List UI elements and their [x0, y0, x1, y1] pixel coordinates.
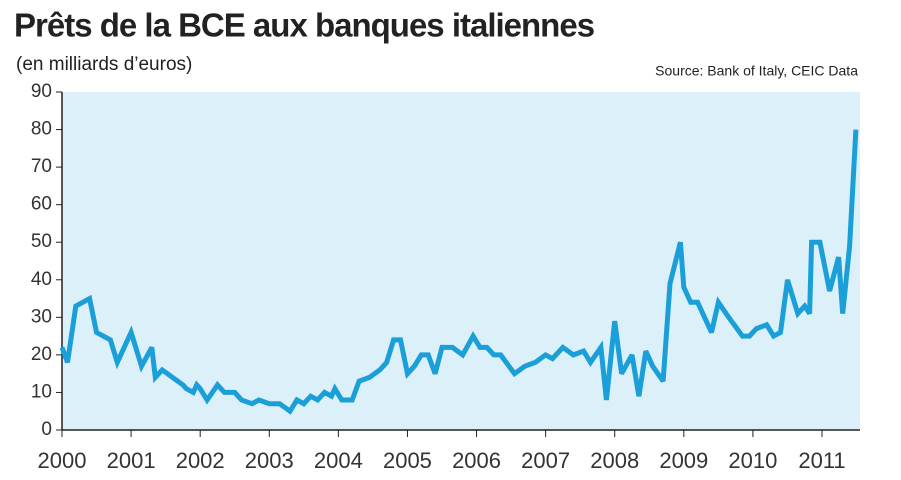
chart-title: Prêts de la BCE aux banques italiennes	[14, 7, 594, 44]
y-tick-label: 20	[31, 344, 52, 365]
x-tick-label: 2010	[728, 448, 777, 473]
y-tick-label: 70	[31, 156, 52, 177]
y-tick-label: 90	[31, 81, 52, 102]
x-tick-label: 2000	[38, 448, 87, 473]
x-tick-label: 2003	[245, 448, 294, 473]
x-tick-label: 2008	[590, 448, 639, 473]
x-tick-label: 2002	[176, 448, 225, 473]
x-tick-label: 2007	[521, 448, 570, 473]
x-tick-label: 2005	[383, 448, 432, 473]
y-tick-label: 40	[31, 269, 52, 290]
y-tick-label: 10	[31, 381, 52, 402]
x-tick-label: 2006	[452, 448, 501, 473]
x-tick-label: 2011	[798, 448, 845, 473]
x-tick-label: 2001	[107, 448, 156, 473]
source: Source: Bank of Italy, CEIC Data	[655, 63, 858, 79]
x-tick-label: 2004	[314, 448, 363, 473]
plot-background	[62, 92, 860, 430]
y-tick-label: 60	[31, 194, 52, 215]
y-tick-label: 50	[31, 231, 52, 252]
x-tick-label: 2009	[659, 448, 708, 473]
subtitle: (en milliards d’euros)	[16, 54, 192, 75]
data-line	[59, 129, 859, 415]
y-tick-label: 0	[41, 419, 52, 440]
y-tick-label: 80	[31, 119, 52, 140]
y-tick-label: 30	[31, 306, 52, 327]
